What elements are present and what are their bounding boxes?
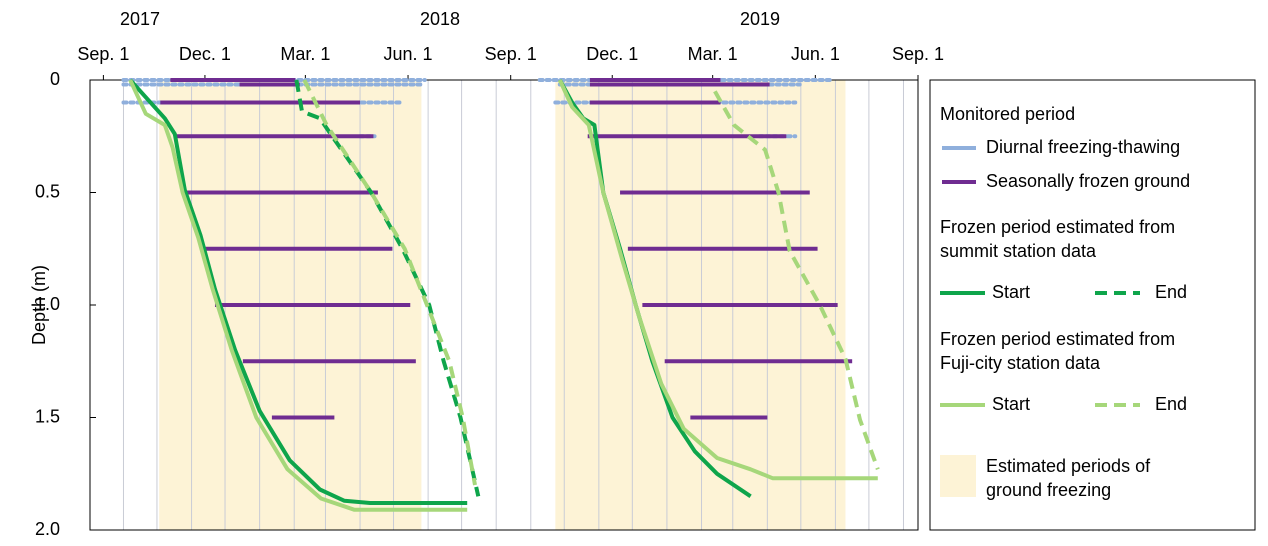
x-tick-label: Sep. 1 — [77, 44, 129, 64]
depth-line — [128, 78, 468, 505]
depth-line — [302, 79, 477, 486]
depth-line — [713, 90, 880, 470]
x-tick-label: Mar. 1 — [688, 44, 738, 64]
x-tick-label: Jun. 1 — [791, 44, 840, 64]
legend-title: Frozen period estimated from — [940, 329, 1175, 349]
legend-title: Monitored period — [940, 104, 1075, 124]
legend-swatch — [940, 455, 976, 497]
legend-label: Diurnal freezing-thawing — [986, 137, 1180, 157]
x-tick-label: Jun. 1 — [384, 44, 433, 64]
legend-label: ground freezing — [986, 480, 1111, 500]
x-tick-label: Sep. 1 — [485, 44, 537, 64]
legend-title: summit station data — [940, 241, 1097, 261]
y-tick-label: 1.5 — [35, 406, 60, 426]
legend-title: Frozen period estimated from — [940, 217, 1175, 237]
y-tick-label: 2.0 — [35, 519, 60, 539]
x-tick-label: Mar. 1 — [280, 44, 330, 64]
legend-label: End — [1155, 282, 1187, 302]
y-tick-label: 0.5 — [35, 181, 60, 201]
legend-title: Fuji-city station data — [940, 353, 1101, 373]
depth-line — [557, 79, 878, 481]
year-label: 2018 — [420, 9, 460, 29]
legend-label: Start — [992, 282, 1030, 302]
legend-label: Estimated periods of — [986, 456, 1151, 476]
y-tick-label: 0 — [50, 69, 60, 89]
x-tick-label: Sep. 1 — [892, 44, 944, 64]
year-label: 2017 — [120, 9, 160, 29]
y-axis-label: Depth (m) — [29, 265, 49, 345]
legend-label: Seasonally frozen ground — [986, 171, 1190, 191]
x-tick-label: Dec. 1 — [586, 44, 638, 64]
depth-line — [128, 79, 468, 512]
y-tick-label: 1.0 — [35, 294, 60, 314]
legend-label: End — [1155, 394, 1187, 414]
legend-label: Start — [992, 394, 1030, 414]
x-tick-label: Dec. 1 — [179, 44, 231, 64]
legend-box — [929, 79, 1256, 531]
year-label: 2019 — [740, 9, 780, 29]
